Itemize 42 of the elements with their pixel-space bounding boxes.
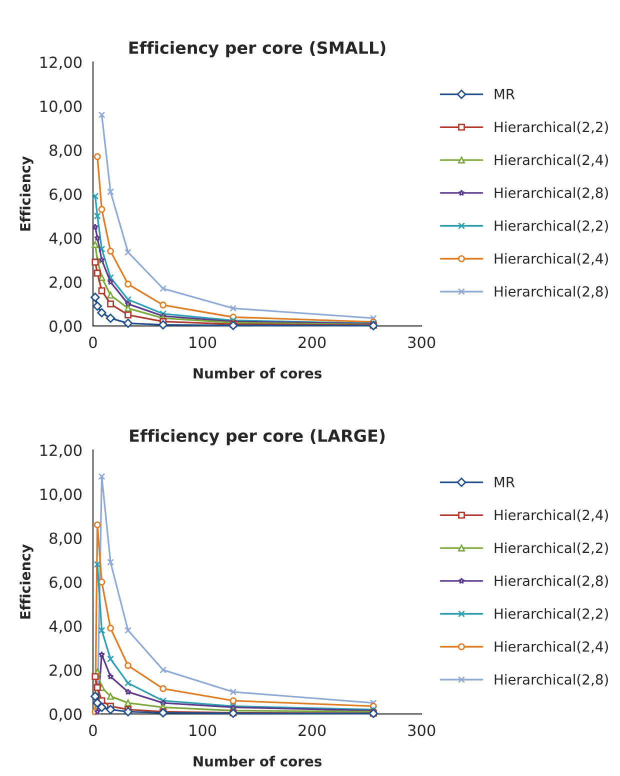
x-tick-label: 0 (89, 724, 97, 736)
legend-label: Hierarchical(2,4) (494, 641, 608, 654)
y-tick-label: 6,00 (50, 188, 82, 202)
legend-label: Hierarchical(2,2) (494, 542, 608, 555)
y-tick-label: 4,00 (49, 232, 82, 246)
y-tick-label: 10,00 (40, 488, 82, 502)
x-tick-label: 100 (190, 336, 216, 348)
legend-label: Hierarchical(2,8) (494, 286, 608, 298)
legend-label: Hierarchical(2,8) (494, 187, 608, 200)
y-tick-label: 12,00 (40, 444, 82, 458)
legend-label: Hierarchical(2,8) (494, 674, 608, 686)
x-tick-label: 300 (408, 724, 436, 736)
legend-label: Hierarchical(2,2) (494, 122, 608, 134)
legend-label: Hierarchical(2,2) (494, 220, 608, 233)
y-tick-label: 2,00 (50, 276, 82, 290)
y-tick-label: 8,00 (50, 144, 82, 158)
x-tick-label: 200 (298, 336, 326, 348)
legend-label: MR (494, 477, 515, 488)
y-tick-label: 12,00 (40, 56, 82, 70)
x-axis-title: Number of cores (194, 368, 322, 379)
x-tick-label: 100 (190, 724, 216, 736)
chart-title: Efficiency per core (SMALL) (129, 41, 386, 58)
x-tick-label: 200 (298, 724, 326, 736)
chart-title: Efficiency per core (LARGE) (130, 429, 385, 446)
y-axis-title: Efficiency (20, 544, 34, 619)
y-tick-label: 0,00 (50, 708, 82, 722)
y-tick-label: 4,00 (49, 620, 82, 634)
legend-label: Hierarchical(2,4) (494, 154, 608, 167)
x-axis-title: Number of cores (194, 756, 322, 767)
y-tick-label: 0,00 (50, 320, 82, 334)
x-tick-label: 300 (408, 336, 436, 348)
legend-label: Hierarchical(2,4) (494, 510, 608, 522)
x-tick-label: 0 (89, 336, 97, 348)
y-tick-label: 10,00 (40, 100, 82, 114)
y-axis-title: Efficiency (20, 156, 34, 231)
legend-label: Hierarchical(2,8) (494, 575, 608, 588)
legend-label: Hierarchical(2,2) (494, 608, 608, 621)
y-tick-label: 6,00 (50, 576, 82, 590)
legend-label: Hierarchical(2,4) (494, 253, 608, 266)
legend-label: MR (494, 89, 515, 100)
y-tick-label: 2,00 (50, 664, 82, 678)
y-tick-label: 8,00 (50, 532, 82, 546)
